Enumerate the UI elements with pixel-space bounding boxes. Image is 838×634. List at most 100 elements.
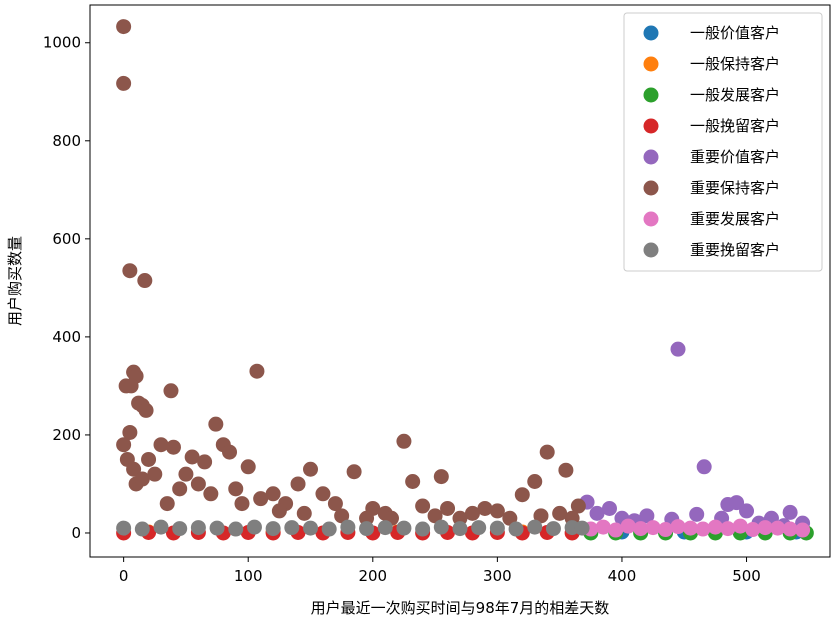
x-tick-label: 100 [234, 567, 263, 585]
point [770, 520, 786, 536]
point [116, 19, 132, 35]
legend-marker [643, 87, 659, 103]
point [477, 500, 493, 516]
point [452, 521, 468, 537]
legend-marker [643, 118, 659, 134]
point [514, 487, 530, 503]
x-axis-label: 用户最近一次购买时间与98年7月的相差天数 [311, 599, 610, 617]
point [707, 519, 723, 535]
point [190, 520, 206, 536]
point [327, 496, 343, 512]
point [190, 476, 206, 492]
point [122, 424, 138, 440]
y-tick-label: 600 [52, 230, 81, 248]
point [757, 520, 773, 536]
point [795, 522, 811, 538]
point [271, 503, 287, 519]
legend-box [623, 12, 823, 272]
point [265, 521, 281, 537]
point [165, 439, 181, 455]
point [240, 459, 256, 475]
point [396, 520, 412, 536]
point [570, 498, 586, 514]
point [340, 519, 356, 535]
point [745, 522, 761, 538]
point [265, 486, 281, 502]
point [246, 519, 262, 535]
point [452, 510, 468, 526]
point [377, 520, 393, 536]
point [670, 341, 686, 357]
point [589, 505, 605, 521]
point [427, 508, 443, 524]
point [209, 520, 225, 536]
legend-marker [643, 149, 659, 165]
point [689, 506, 705, 522]
point [732, 518, 748, 534]
point [633, 521, 649, 537]
point [464, 505, 480, 521]
legend-label: 一般发展客户 [690, 86, 780, 104]
point [415, 521, 431, 537]
point [163, 383, 179, 399]
point [539, 444, 555, 460]
point [197, 454, 213, 470]
point [137, 273, 153, 289]
legend-label: 一般挽留客户 [690, 117, 780, 135]
point [178, 466, 194, 482]
point [303, 520, 319, 536]
point [696, 459, 712, 475]
legend-marker [643, 242, 659, 258]
point [729, 495, 745, 511]
point [315, 486, 331, 502]
point [601, 500, 617, 516]
point [489, 503, 505, 519]
point [739, 503, 755, 519]
point [116, 437, 132, 453]
point [153, 519, 169, 535]
y-tick-label: 0 [71, 524, 81, 542]
point [720, 521, 736, 537]
legend-marker [643, 56, 659, 72]
y-tick-label: 400 [52, 328, 81, 346]
point [208, 416, 224, 432]
point [359, 521, 375, 537]
point [228, 521, 244, 537]
point [334, 508, 350, 524]
point [141, 451, 157, 467]
point [695, 521, 711, 537]
point [670, 519, 686, 535]
point [782, 504, 798, 520]
point [782, 521, 798, 537]
point [122, 263, 138, 279]
point [123, 378, 139, 394]
y-tick-label: 1000 [43, 34, 81, 52]
point [222, 444, 238, 460]
point [396, 433, 412, 449]
point [138, 402, 154, 418]
legend-label: 重要保持客户 [690, 179, 780, 197]
legend-label: 一般价值客户 [690, 24, 780, 42]
point [228, 481, 244, 497]
point [284, 520, 300, 536]
point [682, 520, 698, 536]
legend-marker [643, 25, 659, 41]
x-tick-label: 300 [483, 567, 512, 585]
point [126, 461, 142, 477]
point [471, 520, 487, 536]
legend-label: 重要价值客户 [690, 148, 780, 166]
point [658, 522, 674, 538]
y-axis-label: 用户购买数量 [6, 236, 24, 326]
point [172, 521, 188, 537]
point [645, 520, 661, 536]
legend-marker [643, 180, 659, 196]
legend-label: 一般保持客户 [690, 55, 780, 73]
legend-marker [643, 211, 659, 227]
point [405, 474, 421, 490]
point [147, 466, 163, 482]
x-tick-label: 500 [732, 567, 761, 585]
point [639, 508, 655, 524]
point [346, 464, 362, 480]
point [116, 75, 132, 91]
point [574, 520, 590, 536]
